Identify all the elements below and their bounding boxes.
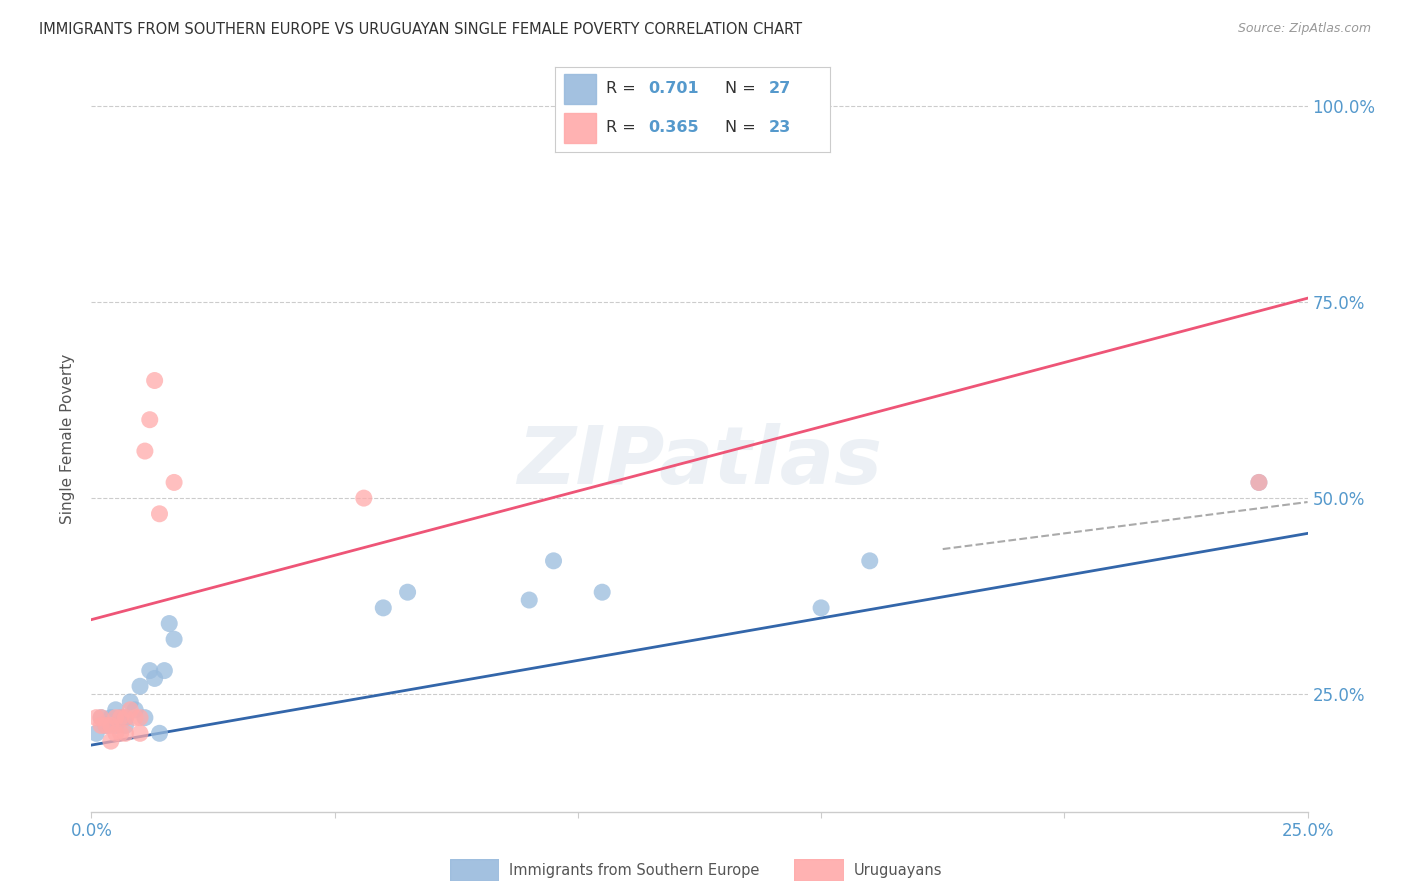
Point — [104, 711, 127, 725]
Point — [90, 711, 112, 725]
Point — [114, 711, 136, 725]
Point — [90, 718, 112, 732]
Text: 0.701: 0.701 — [648, 81, 699, 96]
Text: Source: ZipAtlas.com: Source: ZipAtlas.com — [1237, 22, 1371, 36]
Point — [129, 726, 152, 740]
Text: 27: 27 — [769, 81, 792, 96]
Point — [859, 554, 882, 568]
Point — [104, 703, 127, 717]
Point — [110, 726, 132, 740]
Bar — [564, 112, 596, 143]
Point — [134, 444, 156, 458]
Y-axis label: Single Female Poverty: Single Female Poverty — [60, 354, 76, 524]
Point — [139, 413, 162, 427]
Point — [373, 600, 395, 615]
Text: R =: R = — [606, 120, 641, 136]
Point — [94, 718, 117, 732]
Point — [114, 711, 136, 725]
Point — [84, 726, 107, 740]
Text: R =: R = — [606, 81, 641, 96]
Point — [100, 734, 122, 748]
Point — [104, 718, 127, 732]
Point — [143, 374, 166, 388]
Point — [104, 726, 127, 740]
Point — [110, 711, 132, 725]
Point — [110, 711, 132, 725]
Point — [396, 585, 419, 599]
Point — [94, 718, 117, 732]
Text: 0.365: 0.365 — [648, 120, 699, 136]
Point — [143, 672, 166, 686]
Point — [139, 664, 162, 678]
Point — [124, 711, 146, 725]
Point — [129, 711, 152, 725]
Point — [129, 679, 152, 693]
Point — [124, 703, 146, 717]
Bar — [564, 74, 596, 104]
Text: IMMIGRANTS FROM SOUTHERN EUROPE VS URUGUAYAN SINGLE FEMALE POVERTY CORRELATION C: IMMIGRANTS FROM SOUTHERN EUROPE VS URUGU… — [39, 22, 803, 37]
Point — [134, 711, 156, 725]
Point — [114, 718, 136, 732]
Point — [120, 703, 142, 717]
Point — [591, 585, 613, 599]
Point — [84, 711, 107, 725]
Text: Immigrants from Southern Europe: Immigrants from Southern Europe — [509, 863, 759, 878]
Point — [114, 726, 136, 740]
Point — [1247, 475, 1270, 490]
Point — [157, 616, 180, 631]
Point — [90, 711, 112, 725]
Text: 23: 23 — [769, 120, 792, 136]
Text: N =: N = — [725, 81, 761, 96]
Point — [163, 632, 186, 647]
Point — [353, 491, 375, 505]
Point — [1247, 475, 1270, 490]
Text: N =: N = — [725, 120, 761, 136]
Point — [517, 593, 540, 607]
Text: Uruguayans: Uruguayans — [853, 863, 942, 878]
Text: ZIPatlas: ZIPatlas — [517, 423, 882, 500]
Point — [100, 711, 122, 725]
Point — [148, 726, 170, 740]
Point — [153, 664, 176, 678]
Point — [100, 718, 122, 732]
Point — [148, 507, 170, 521]
Point — [810, 600, 832, 615]
Point — [163, 475, 186, 490]
Point — [120, 695, 142, 709]
Point — [543, 554, 565, 568]
